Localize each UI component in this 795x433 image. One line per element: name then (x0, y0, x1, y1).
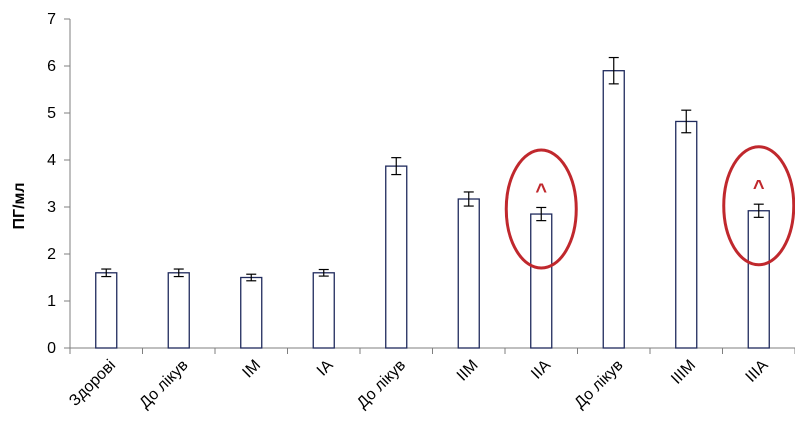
y-axis: 0 1 2 3 4 5 6 7 (47, 11, 71, 357)
bar (675, 120, 698, 349)
x-tick-label: Здорові (66, 357, 119, 410)
bar (385, 165, 408, 349)
x-tick-label: IIA (528, 357, 554, 383)
y-tick-label: 1 (47, 293, 56, 310)
x-axis: Здорові До лікув IM IA До лікув IIM IIA До ліку… (66, 347, 795, 412)
bar (747, 210, 770, 349)
bar (167, 272, 190, 349)
y-tick-label: 0 (47, 340, 56, 357)
x-tick-label: IM (239, 357, 264, 382)
highlight-ellipse (722, 145, 795, 267)
x-tick-label: До лікув (136, 357, 191, 412)
caret-annotation: ^ (753, 177, 765, 199)
x-tick-label: IIIA (743, 357, 772, 386)
annotations: ^ ^ (504, 145, 795, 270)
x-tick-label: IIIM (668, 357, 699, 388)
y-tick-label: 5 (47, 105, 56, 122)
bar (457, 198, 480, 349)
bar (312, 272, 335, 349)
y-tick-label: 2 (47, 246, 56, 263)
bars (95, 56, 770, 349)
x-tick-label: До лікув (354, 357, 409, 412)
bar (240, 276, 263, 349)
y-tick-label: 6 (47, 58, 56, 75)
bar (530, 213, 553, 349)
y-tick-label: 7 (47, 11, 56, 28)
y-axis-label: ПГ/мл (11, 182, 28, 229)
x-tick-label: IIM (454, 357, 482, 385)
bar (602, 70, 625, 349)
y-tick-label: 3 (47, 199, 56, 216)
x-tick-label: IA (314, 357, 337, 380)
y-tick-label: 4 (47, 152, 56, 169)
highlight-ellipse (504, 148, 578, 270)
x-tick-label: До лікув (571, 357, 626, 412)
bar (95, 272, 118, 349)
caret-annotation: ^ (535, 180, 547, 202)
